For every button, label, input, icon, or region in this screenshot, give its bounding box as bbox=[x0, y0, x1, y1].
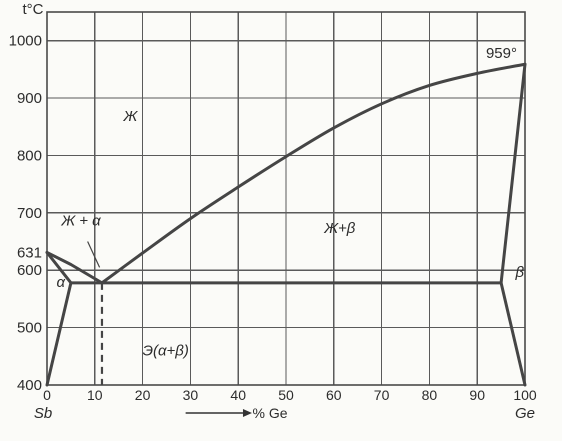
x-tick-label: 70 bbox=[374, 387, 390, 403]
x-tick-label: 10 bbox=[87, 387, 103, 403]
plot-frame bbox=[46, 11, 526, 386]
x-tick-label: 20 bbox=[135, 387, 151, 403]
x-axis-label: % Ge bbox=[253, 405, 288, 421]
y-tick-label: 900 bbox=[17, 90, 42, 107]
liquidus-sb-curve bbox=[45, 250, 104, 285]
beta-solvus-curve bbox=[499, 62, 527, 387]
component-label-sb: Sb bbox=[34, 405, 52, 422]
melting-point-label: 959° bbox=[486, 45, 517, 62]
component-label-ge: Ge bbox=[515, 405, 535, 422]
y-tick-label: 1000 bbox=[9, 33, 42, 50]
x-axis-arrow-head bbox=[242, 409, 252, 417]
y-tick-label: 500 bbox=[17, 320, 42, 337]
region-leader-line bbox=[87, 241, 101, 268]
liquidus-ge-curve bbox=[100, 62, 527, 285]
phase-region-label: β bbox=[514, 264, 524, 281]
x-tick-label: 0 bbox=[43, 387, 51, 403]
y-tick-label: 400 bbox=[17, 377, 42, 394]
y-tick-label: 600 bbox=[17, 262, 42, 279]
phase-region-label: Ж bbox=[122, 108, 138, 125]
x-tick-label: 90 bbox=[469, 387, 485, 403]
x-tick-label: 50 bbox=[278, 387, 294, 403]
y-axis-label: t°C bbox=[23, 1, 44, 18]
y-tick-label: 631 bbox=[17, 244, 42, 261]
y-tick-label: 700 bbox=[17, 205, 42, 222]
x-tick-label: 40 bbox=[230, 387, 246, 403]
x-tick-label: 80 bbox=[422, 387, 438, 403]
x-tick-label: 30 bbox=[183, 387, 199, 403]
phase-region-label: Ж + α bbox=[60, 212, 101, 229]
phase-region-label: α bbox=[57, 274, 66, 291]
phase-region-label: Ж+β bbox=[323, 220, 356, 237]
x-tick-label: 100 bbox=[513, 387, 537, 403]
y-tick-label: 800 bbox=[17, 147, 42, 164]
x-tick-label: 60 bbox=[326, 387, 342, 403]
phase-region-label: Э(α+β) bbox=[143, 343, 189, 360]
alpha-solvus-curve bbox=[45, 250, 73, 387]
